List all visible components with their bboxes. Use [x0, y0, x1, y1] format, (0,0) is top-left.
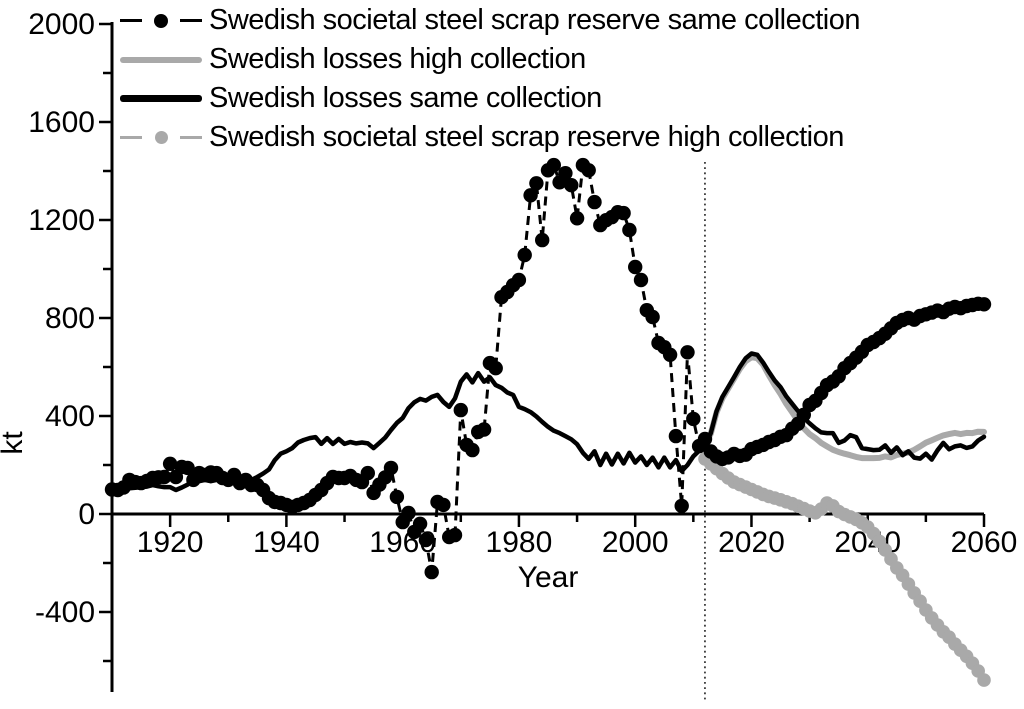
series-reserve-same-point — [633, 272, 649, 288]
series-reserve-same-point — [436, 497, 451, 513]
series-reserve-same-point — [622, 222, 637, 238]
x-tick-label: 2000 — [602, 526, 669, 559]
series-reserve-same-point — [180, 460, 195, 476]
series-reserve-same-point — [680, 345, 695, 360]
series-reserve-same-point — [465, 442, 480, 458]
series-reserve-same-point — [523, 188, 538, 203]
series-reserve-same-point — [447, 527, 463, 543]
series-reserve-same-point — [697, 431, 713, 447]
series-reserve-same-point — [360, 465, 375, 481]
series-reserve-same-point — [535, 232, 550, 248]
legend-label: Swedish societal steel scrap reserve hig… — [209, 121, 844, 153]
legend-marker-gray-dash-dot-icon — [120, 131, 202, 144]
series-reserve-same-point — [587, 194, 602, 210]
series-reserve-same-point — [511, 272, 527, 288]
series-reserve-same-point — [401, 505, 416, 521]
legend-label: Swedish societal steel scrap reserve sam… — [209, 4, 860, 36]
y-tick-label: 1200 — [28, 204, 95, 237]
x-tick-label: 1920 — [137, 526, 204, 559]
x-tick-label: 1940 — [253, 526, 320, 559]
series-reserve-same-markers — [104, 157, 992, 580]
series-reserve-same-point — [383, 460, 399, 476]
legend-item-reserve-same: Swedish societal steel scrap reserve sam… — [120, 1, 860, 40]
series-reserve-same-point — [517, 247, 532, 263]
series-losses-high-line — [702, 354, 987, 462]
series-reserve-same-point — [424, 564, 439, 580]
legend-item-reserve-high: Swedish societal steel scrap reserve hig… — [120, 118, 860, 157]
chart-legend: Swedish societal steel scrap reserve sam… — [120, 1, 860, 157]
series-reserve-same-point — [662, 347, 678, 362]
series-reserve-same-point — [412, 516, 428, 531]
series-reserve-same-point — [546, 157, 561, 173]
series-reserve-same-point — [564, 178, 579, 193]
series-reserve-same-point — [616, 205, 631, 221]
x-axis-title: Year — [518, 561, 579, 594]
series-reserve-same-point — [476, 422, 492, 437]
legend-item-losses-same: Swedish losses same collection — [120, 79, 860, 118]
legend-marker-gray-line-icon — [120, 56, 202, 63]
series-reserve-same-point — [686, 411, 701, 427]
y-tick-label: -400 — [35, 596, 95, 629]
series-reserve-same-point — [418, 532, 434, 548]
series-reserve-same-point — [645, 309, 660, 325]
series-reserve-same-point — [976, 297, 992, 312]
y-axis-title: kt — [0, 431, 29, 455]
series-reserve-same-point — [628, 259, 643, 275]
series-reserve-same-point — [674, 498, 689, 514]
series-reserve-same-point — [162, 456, 178, 471]
series-reserve-same-point — [157, 469, 172, 485]
legend-item-losses-high: Swedish losses high collection — [120, 40, 860, 79]
y-tick-label: 0 — [78, 498, 95, 531]
legend-label: Swedish losses high collection — [209, 43, 586, 75]
series-reserve-same-point — [558, 166, 573, 181]
series-reserve-same-point — [569, 211, 585, 226]
series-reserve-same-point — [668, 428, 684, 444]
legend-label: Swedish losses same collection — [209, 82, 602, 114]
y-tick-label: 1600 — [28, 106, 95, 139]
series-reserve-high-point — [977, 673, 991, 687]
series-reserve-same-point — [581, 163, 596, 178]
legend-marker-black-line-icon — [120, 95, 202, 102]
y-tick-label: 400 — [45, 400, 95, 433]
x-tick-label: 2020 — [718, 526, 785, 559]
series-reserve-same-point — [453, 402, 468, 418]
x-tick-label: 2060 — [951, 526, 1018, 559]
legend-marker-black-dash-dot-icon — [120, 13, 202, 28]
series-reserve-high-markers — [698, 452, 991, 687]
x-tick-label: 1980 — [486, 526, 553, 559]
series-reserve-same-point — [488, 361, 503, 376]
series-reserve-same-point — [389, 489, 405, 505]
series-reserve-same-point — [529, 176, 544, 191]
y-tick-label: 800 — [45, 302, 95, 335]
y-tick-label: 2000 — [28, 8, 95, 41]
series-losses-same-line — [109, 351, 987, 493]
